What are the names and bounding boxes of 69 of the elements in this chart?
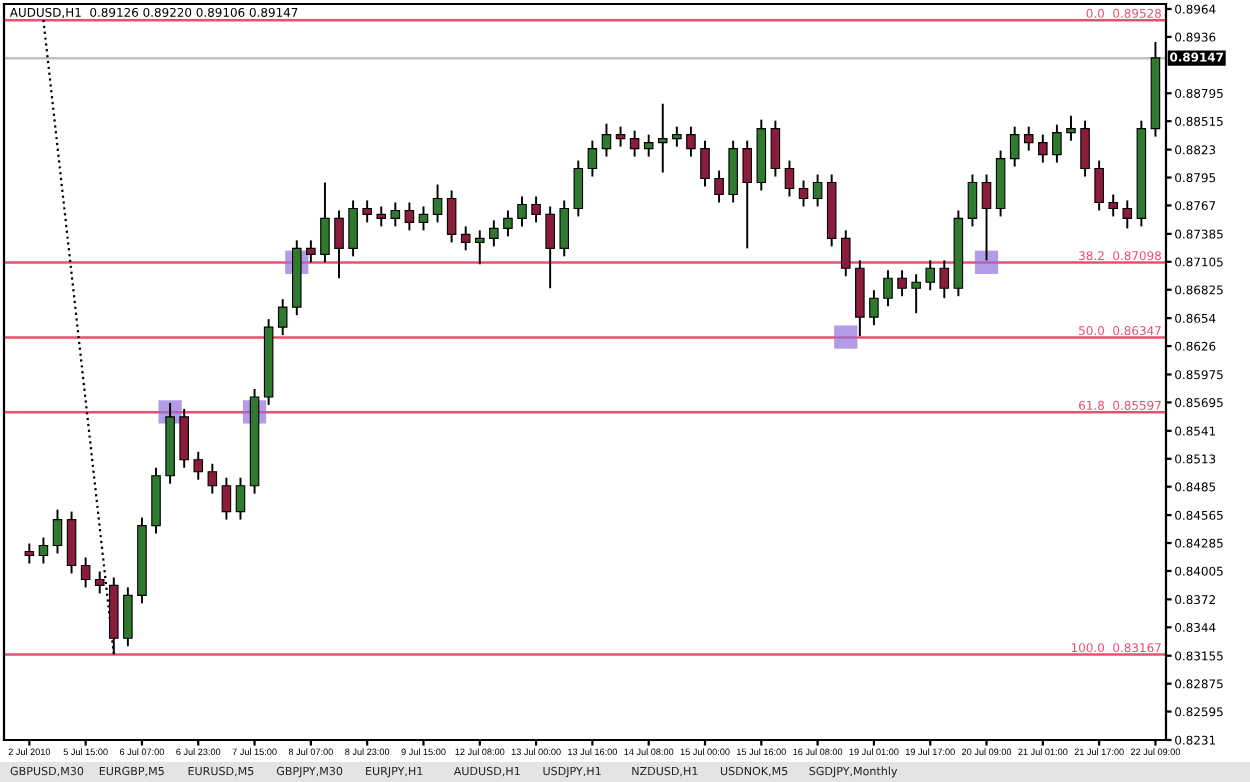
candlestick [52, 508, 63, 555]
candlestick [545, 205, 555, 290]
candlestick [418, 205, 429, 232]
candlestick [686, 125, 696, 158]
candlestick [601, 122, 612, 158]
candlestick [432, 183, 443, 224]
candlestick [66, 510, 77, 575]
candlestick [714, 169, 724, 204]
candlestick [587, 139, 598, 178]
candlestick [207, 462, 218, 495]
candlestick [967, 173, 978, 228]
point [974, 250, 999, 274]
candlestick [897, 269, 907, 298]
candlestick [404, 201, 415, 232]
candlestick [615, 125, 626, 148]
candlestick [1066, 114, 1076, 142]
candlestick [700, 139, 710, 188]
candlestick [1009, 125, 1020, 168]
candlestick [1052, 123, 1062, 164]
candlestick [672, 125, 682, 148]
candlestick [742, 139, 753, 250]
candlestick [193, 450, 204, 481]
candlestick [883, 269, 893, 308]
candlestick [179, 407, 189, 469]
candlestick [320, 181, 330, 264]
candlestick [1122, 199, 1133, 230]
candlestick [629, 129, 640, 158]
candlestick [812, 173, 823, 208]
point [834, 325, 858, 349]
candlestick [235, 476, 246, 521]
candlestick [1094, 159, 1104, 212]
candlestick [475, 229, 485, 266]
candlestick [80, 556, 91, 589]
candlestick [657, 102, 668, 174]
candlestick [784, 159, 795, 198]
candlestick [981, 173, 992, 262]
candlestick [362, 199, 372, 224]
candlestick [277, 298, 288, 337]
candlestick [24, 542, 35, 565]
candlestick [798, 179, 809, 208]
candlestick [1108, 193, 1118, 218]
candlestick [1023, 125, 1034, 152]
candlestick [770, 119, 781, 178]
candlestick [911, 273, 921, 315]
candlestick [503, 209, 513, 238]
candlestick [38, 536, 49, 565]
candlestick [643, 133, 654, 158]
candlestick [221, 476, 232, 521]
candlestick [531, 195, 541, 224]
candlestick [939, 259, 950, 300]
candlestick [94, 570, 105, 595]
candlestick [123, 586, 133, 648]
candlestick [489, 219, 499, 248]
candlestick [306, 239, 316, 264]
candlestick [1080, 119, 1090, 178]
candlestick [728, 139, 738, 204]
candlestick [573, 159, 584, 218]
candlestick [334, 209, 344, 280]
candlestick [559, 199, 570, 258]
candlestick [376, 205, 387, 228]
candlestick [446, 189, 457, 244]
candlestick [348, 199, 358, 258]
candlestick [840, 229, 851, 278]
candlestick [1038, 133, 1048, 164]
candlestick [460, 225, 471, 252]
candlestick [925, 259, 935, 292]
candlestick [517, 195, 527, 228]
candlestick [869, 289, 879, 327]
candlestick [390, 201, 401, 228]
